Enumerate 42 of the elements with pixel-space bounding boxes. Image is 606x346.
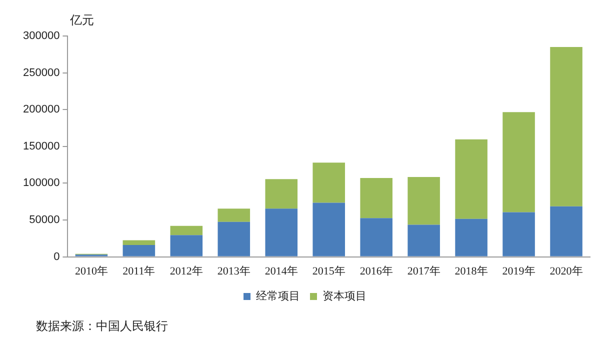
- bar: [502, 112, 535, 212]
- bar: [312, 202, 345, 256]
- x-tick-label: 2014年: [264, 265, 298, 278]
- y-axis-title: 亿元: [70, 12, 94, 29]
- x-tick-label: 2015年: [312, 265, 346, 278]
- y-tick-label: 200000: [22, 104, 60, 116]
- bar: [122, 240, 156, 246]
- bar: [550, 206, 582, 256]
- bar: [218, 208, 250, 222]
- y-tick-label: 300000: [22, 30, 60, 42]
- x-tick-label: 2013年: [217, 265, 250, 278]
- source-note: 数据来源：中国人民银行: [36, 318, 168, 335]
- bar: [312, 162, 345, 203]
- bar: [455, 139, 488, 219]
- x-tick-label: 2019年: [502, 265, 536, 278]
- bar: [360, 178, 392, 218]
- y-tick-label: 150000: [22, 140, 60, 152]
- x-tick-label: 2012年: [170, 265, 203, 278]
- x-tick-label: 2020年: [550, 265, 583, 278]
- legend-label: 资本项目: [322, 289, 366, 302]
- bar: [122, 245, 156, 256]
- bar: [408, 224, 440, 256]
- bar: [170, 226, 203, 236]
- legend-label: 经常项目: [256, 289, 300, 302]
- bar: [265, 179, 298, 209]
- x-tick-label: 2017年: [407, 265, 440, 278]
- bar: [360, 218, 392, 256]
- bar: [550, 47, 582, 206]
- y-tick-label: 0: [54, 250, 60, 263]
- x-tick-label: 2011年: [122, 265, 156, 278]
- bar: [218, 222, 250, 256]
- x-tick-label: 2016年: [360, 265, 393, 278]
- x-tick-label: 2010年: [74, 265, 108, 278]
- bar: [265, 208, 298, 256]
- bar: [455, 218, 488, 256]
- bar: [170, 235, 203, 256]
- x-tick-label: 2018年: [454, 265, 488, 278]
- y-tick-label: 250000: [22, 66, 60, 79]
- y-tick-label: 50000: [29, 214, 60, 226]
- y-tick-label: 100000: [22, 177, 60, 190]
- bar: [502, 212, 535, 256]
- bar: [408, 176, 440, 225]
